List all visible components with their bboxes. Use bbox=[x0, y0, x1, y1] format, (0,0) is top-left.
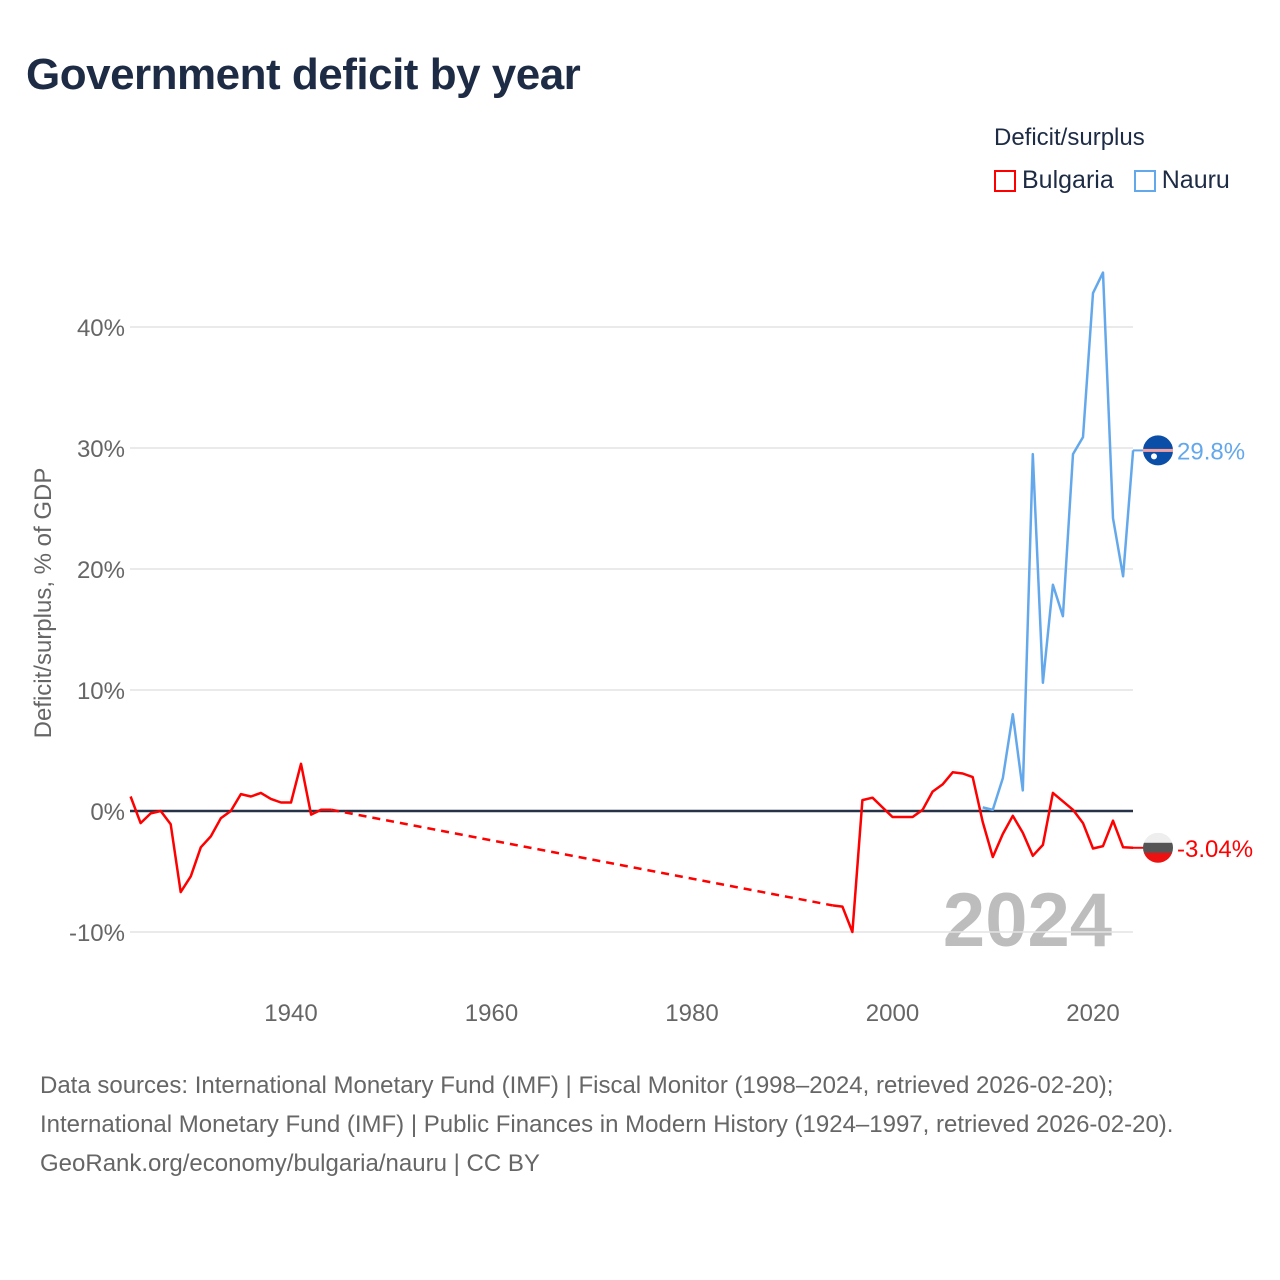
flag-stripe bbox=[1143, 448, 1173, 452]
source-link[interactable]: GeoRank.org/economy/bulgaria/nauru | CC … bbox=[40, 1150, 540, 1177]
y-axis-label: Deficit/surplus, % of GDP bbox=[30, 468, 57, 739]
legend-label: Nauru bbox=[1161, 166, 1230, 194]
end-label-nauru: 29.8% bbox=[1177, 438, 1245, 465]
chart-plot: 2024 -10% 0% 10% 20% 30% 40% 1940 1960 1980 2000 20… bbox=[30, 271, 1253, 1027]
y-tick-label: 10% bbox=[77, 678, 125, 705]
y-tick-label: 0% bbox=[90, 799, 125, 826]
series-gap-bulgaria bbox=[330, 808, 833, 907]
x-tick-label: 2000 bbox=[866, 1000, 919, 1027]
series-line-bulgaria bbox=[129, 762, 332, 894]
legend-item-bulgaria[interactable]: Bulgaria bbox=[994, 166, 1114, 195]
y-tick-label: -10% bbox=[69, 920, 125, 947]
legend-swatch-nauru bbox=[1133, 169, 1156, 192]
end-label-bulgaria: -3.04% bbox=[1177, 836, 1253, 863]
x-tick-label: 2020 bbox=[1066, 1000, 1119, 1027]
legend: Bulgaria Nauru bbox=[994, 166, 1230, 195]
legend-item-nauru[interactable]: Nauru bbox=[1133, 166, 1230, 195]
flag-band bbox=[1143, 852, 1173, 863]
flag-band bbox=[1143, 832, 1173, 844]
x-tick-label: 1980 bbox=[665, 1000, 718, 1027]
source-note: Data sources: International Monetary Fun… bbox=[40, 1066, 1240, 1183]
legend-swatch-bulgaria bbox=[994, 169, 1016, 192]
flag-band bbox=[1143, 842, 1173, 854]
legend-title: Deficit/surplus bbox=[994, 124, 1145, 151]
flag-star bbox=[1151, 453, 1157, 460]
year-watermark: 2024 bbox=[943, 878, 1112, 963]
x-tick-label: 1940 bbox=[264, 1000, 317, 1027]
chart-title: Government deficit by year bbox=[26, 50, 581, 99]
y-tick-label: 20% bbox=[77, 557, 125, 584]
x-tick-label: 1960 bbox=[465, 1000, 518, 1027]
y-tick-label: 30% bbox=[77, 436, 125, 463]
y-tick-label: 40% bbox=[77, 315, 125, 342]
series-line-nauru bbox=[982, 271, 1135, 812]
source-text: Data sources: International Monetary Fun… bbox=[40, 1072, 1174, 1138]
legend-label: Bulgaria bbox=[1022, 166, 1114, 194]
flag-icon-bulgaria bbox=[1143, 832, 1173, 863]
series-line-bulgaria bbox=[832, 771, 1134, 934]
